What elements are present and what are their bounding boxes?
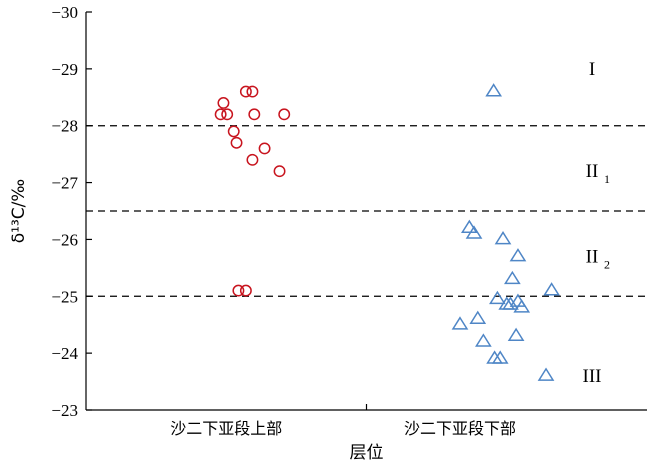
data-point-circle [248, 108, 261, 121]
data-point-circle [230, 136, 243, 149]
data-point-triangle [451, 316, 469, 330]
data-point-circle [239, 284, 252, 297]
data-point-triangle [504, 270, 521, 285]
zone-label: II [586, 246, 599, 267]
data-point-triangle [507, 327, 525, 342]
data-point-triangle [509, 248, 527, 262]
y-tick-label: −23 [51, 401, 78, 420]
data-point-circle [246, 85, 259, 98]
data-point-triangle [485, 83, 503, 97]
zone-label: I [589, 59, 595, 80]
y-tick-label: −27 [51, 174, 78, 193]
data-point-triangle [475, 333, 492, 347]
x-category-label: 沙二下亚段上部 [170, 419, 282, 438]
y-tick-label: −28 [51, 117, 78, 136]
reference-lines [86, 125, 647, 297]
data-points [214, 83, 560, 381]
zone-label-subscript: 1 [604, 172, 610, 186]
data-point-circle [217, 97, 230, 109]
data-point-triangle [465, 225, 483, 239]
data-point-triangle [513, 299, 531, 313]
data-point-triangle [543, 282, 560, 296]
x-axis-categories: 沙二下亚段上部 沙二下亚段下部 [170, 404, 516, 438]
data-point-triangle [491, 350, 509, 364]
data-point-triangle [502, 296, 519, 310]
data-point-triangle [460, 219, 478, 234]
y-tick-label: −29 [51, 60, 78, 79]
data-point-triangle [494, 231, 512, 245]
data-point-circle [273, 165, 286, 178]
y-tick-label: −24 [51, 344, 78, 363]
data-point-circle [246, 153, 259, 166]
x-category-label: 沙二下亚段下部 [404, 419, 516, 438]
data-point-circle [221, 108, 234, 121]
y-axis-ticks: −30 −29 −28 −27 −26 −25 −24 −23 [51, 3, 92, 420]
zone-label: III [583, 366, 602, 387]
data-point-circle [239, 85, 252, 98]
data-point-circle [214, 108, 227, 121]
x-axis-title: 层位 [350, 443, 384, 463]
y-axis-title: δ¹³C/‰ [9, 179, 29, 243]
y-tick-label: −26 [51, 230, 78, 249]
y-tick-label: −30 [51, 3, 78, 22]
y-tick-label: −25 [51, 287, 78, 306]
data-point-triangle [537, 367, 555, 381]
zone-label-subscript: 2 [604, 257, 610, 271]
data-point-circle [278, 108, 291, 121]
data-point-circle [258, 142, 271, 155]
data-point-circle [232, 284, 245, 297]
zone-label: II [586, 161, 599, 182]
data-point-triangle [469, 310, 487, 324]
data-point-triangle [489, 290, 506, 305]
data-point-circle [227, 125, 240, 138]
